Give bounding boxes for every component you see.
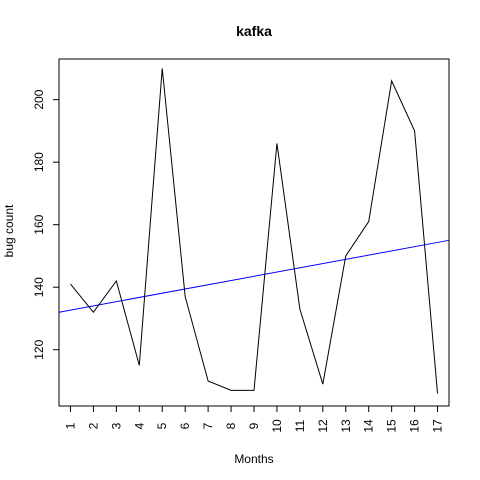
y-tick-label-200: 200	[32, 89, 46, 109]
x-tick-label-3: 3	[109, 422, 123, 429]
x-tick-label-5: 5	[155, 422, 169, 429]
x-tick-label-8: 8	[224, 422, 238, 429]
y-axis-label: bug count	[2, 204, 16, 257]
x-tick-label-15: 15	[385, 419, 399, 433]
plot-area	[58, 68, 450, 394]
y-tick-label-160: 160	[32, 214, 46, 234]
x-tick-label-6: 6	[178, 422, 192, 429]
plot-frame	[58, 58, 450, 407]
chart-title: kafka	[236, 23, 272, 39]
series-line-1	[70, 68, 439, 394]
x-tick-label-16: 16	[408, 419, 422, 433]
x-tick-label-11: 11	[293, 419, 307, 432]
x-tick-label-9: 9	[247, 422, 261, 429]
x-tick-label-14: 14	[362, 419, 376, 433]
x-tick-label-17: 17	[431, 419, 445, 433]
x-tick-label-4: 4	[132, 422, 146, 429]
x-tick-label-1: 1	[63, 422, 77, 429]
y-tick-label-180: 180	[32, 152, 46, 172]
x-tick-label-10: 10	[270, 419, 284, 433]
x-tick-label-7: 7	[201, 422, 215, 429]
y-tick-label-120: 120	[32, 339, 46, 359]
x-tick-label-2: 2	[86, 422, 100, 429]
y-tick-label-140: 140	[32, 277, 46, 297]
x-tick-label-13: 13	[339, 419, 353, 433]
trend-line	[58, 239, 450, 313]
x-tick-label-12: 12	[316, 419, 330, 433]
x-axis: 1 2 3 4 5 6 7 8 9 10 11 12 13 14 15 16 17	[63, 406, 445, 433]
x-axis-label: Months	[234, 452, 273, 466]
y-axis: 120 140 160 180 200	[32, 89, 59, 360]
